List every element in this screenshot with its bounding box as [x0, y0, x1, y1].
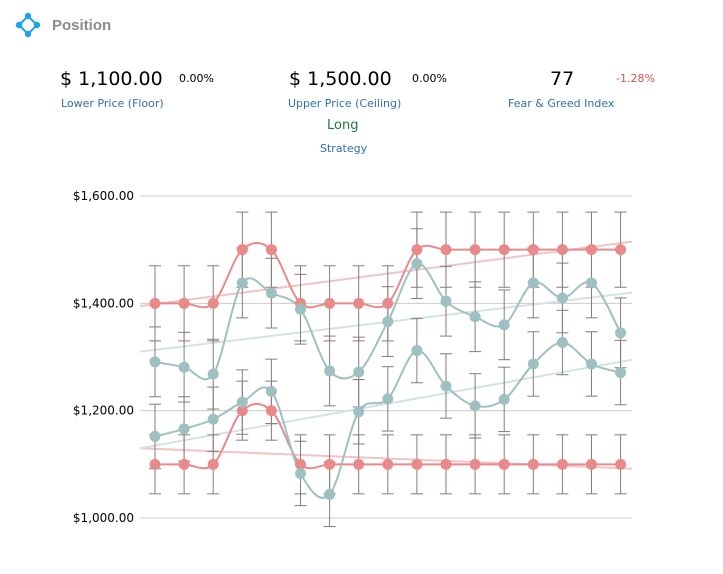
data-point — [556, 337, 568, 349]
diamond-nodes-icon — [14, 11, 42, 39]
data-point — [353, 297, 365, 309]
data-point — [586, 358, 597, 370]
data-point — [469, 400, 481, 412]
data-point — [207, 413, 219, 425]
data-point — [178, 361, 190, 373]
data-point — [149, 356, 161, 368]
data-point — [207, 297, 219, 309]
data-point — [207, 368, 219, 380]
data-point — [265, 287, 277, 299]
data-point — [265, 385, 277, 397]
data-point — [556, 458, 568, 470]
data-point — [411, 244, 423, 256]
data-point — [615, 244, 627, 256]
section-header: Position — [14, 10, 111, 40]
data-point — [556, 244, 568, 256]
data-point — [236, 244, 248, 256]
data-point — [295, 303, 306, 315]
data-point — [440, 458, 452, 470]
data-point — [615, 458, 627, 470]
y-tick-label: $1,000.00 — [73, 511, 134, 525]
data-point — [440, 380, 452, 392]
data-point — [411, 458, 423, 470]
data-point — [382, 316, 394, 328]
upper-price-label: Upper Price (Ceiling) — [288, 97, 402, 110]
lower-price-label: Lower Price (Floor) — [61, 97, 164, 110]
data-point — [411, 345, 423, 357]
data-point — [353, 406, 365, 418]
data-point — [469, 458, 481, 470]
upper-price-change: 0.00% — [412, 72, 447, 85]
data-point — [324, 297, 336, 309]
data-point — [265, 244, 277, 256]
data-point — [586, 244, 597, 256]
y-tick-label: $1,400.00 — [73, 296, 134, 310]
data-point — [295, 458, 306, 470]
data-point — [178, 423, 190, 435]
data-point — [178, 297, 190, 309]
data-point — [324, 488, 336, 500]
data-point — [498, 458, 510, 470]
data-point — [178, 458, 190, 470]
fear-greed-change: -1.28% — [616, 72, 655, 85]
data-point — [382, 393, 394, 405]
data-point — [236, 277, 248, 289]
data-point — [556, 292, 568, 304]
data-point — [149, 430, 161, 442]
data-point — [527, 458, 539, 470]
data-point — [615, 367, 627, 379]
data-point — [527, 244, 539, 256]
data-point — [469, 311, 481, 323]
y-tick-label: $1,200.00 — [73, 404, 134, 418]
data-point — [382, 458, 394, 470]
data-point — [353, 458, 365, 470]
data-point — [149, 297, 161, 309]
strategy-label: Strategy — [320, 142, 368, 155]
data-point — [411, 258, 423, 270]
data-point — [586, 458, 597, 470]
fear-greed-label: Fear & Greed Index — [508, 97, 615, 110]
fear-greed-value: 77 — [550, 68, 575, 90]
data-point — [236, 396, 248, 408]
data-point — [527, 277, 539, 289]
data-point — [498, 244, 510, 256]
upper-price-value: $ 1,500.00 — [289, 68, 392, 90]
strategy-value: Long — [327, 118, 359, 133]
data-point — [236, 405, 248, 417]
data-point — [382, 297, 394, 309]
data-point — [353, 366, 365, 378]
page-title: Position — [52, 16, 112, 34]
data-point — [527, 358, 539, 370]
data-point — [469, 244, 481, 256]
lower-price-value: $ 1,100.00 — [60, 68, 163, 90]
data-point — [440, 295, 452, 307]
data-point — [324, 458, 336, 470]
data-point — [615, 327, 627, 339]
trend-line — [139, 240, 633, 308]
data-point — [440, 244, 452, 256]
y-tick-label: $1,600.00 — [73, 189, 134, 203]
data-point — [498, 393, 510, 405]
data-point — [149, 458, 161, 470]
data-point — [324, 365, 336, 377]
data-point — [207, 458, 219, 470]
data-point — [265, 405, 277, 417]
data-point — [586, 277, 597, 289]
data-point — [498, 319, 510, 331]
data-point — [295, 467, 306, 479]
lower-price-change: 0.00% — [179, 72, 214, 85]
